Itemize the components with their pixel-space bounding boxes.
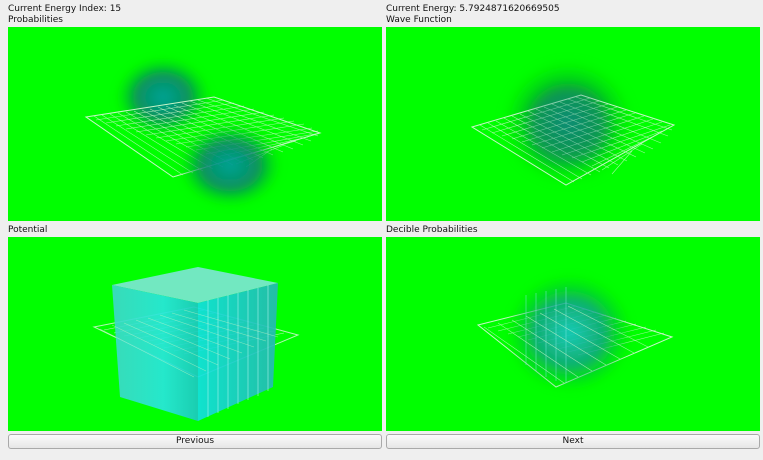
next-button[interactable]: Next [386,434,760,449]
potential-view[interactable] [8,237,382,431]
decible-probabilities-view[interactable] [386,237,760,431]
wave-function-view[interactable] [386,27,760,221]
floor-grid-front [483,305,649,384]
decible-slices [525,287,567,383]
probability-lobe-lower [178,123,282,207]
probabilities-title: Probabilities [8,15,63,25]
decible-probabilities-title: Decible Probabilities [386,225,478,235]
probabilities-view[interactable] [8,27,382,221]
probability-lobe-upper [115,57,211,137]
potential-render [92,267,300,421]
floor-grid-front [99,309,279,378]
cube-top [112,267,278,303]
wave-function-title: Wave Function [386,15,452,25]
wave-function-core [528,89,608,165]
decible-probabilities-render [476,273,674,392]
energy-index-label: Current Energy Index: 15 [8,4,122,14]
previous-button[interactable]: Previous [8,434,382,449]
wave-function-render [470,60,676,186]
probabilities-render [84,57,322,207]
potential-title: Potential [8,225,48,235]
decible-volume [506,273,633,392]
energy-label: Current Energy: 5.7924871620669505 [386,4,560,14]
cube-front [112,285,198,421]
